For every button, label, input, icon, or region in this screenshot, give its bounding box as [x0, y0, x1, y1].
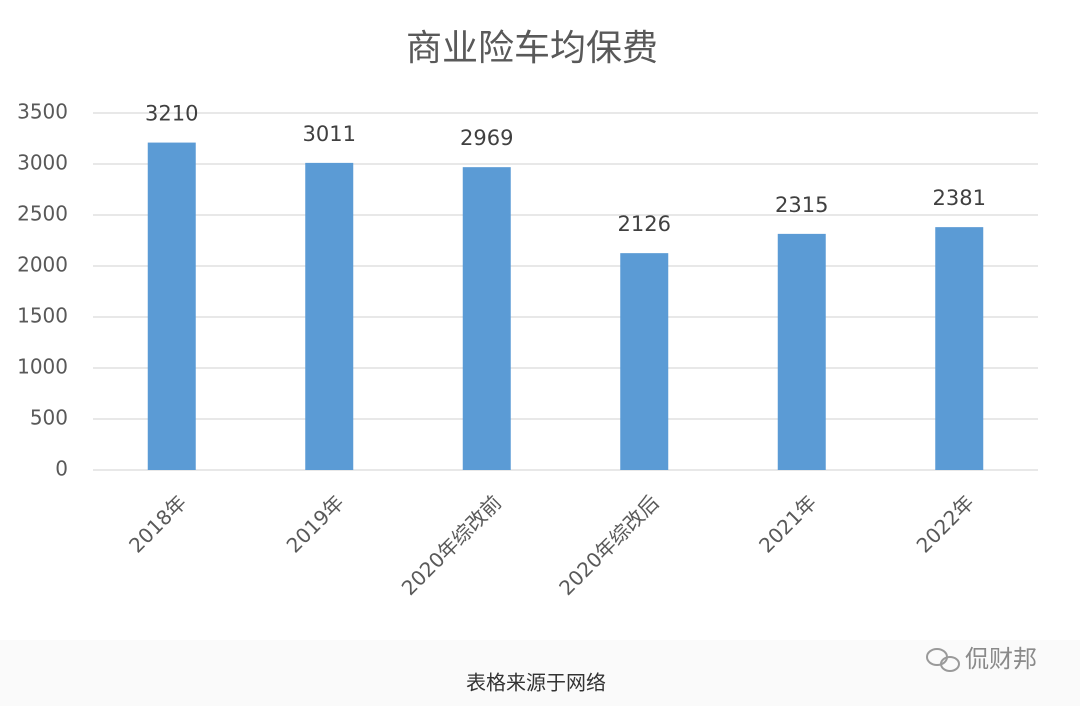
value-label: 3011 [303, 122, 356, 146]
y-tick-label: 2500 [17, 202, 68, 226]
watermark: 侃财邦 [965, 645, 1037, 673]
bar [462, 167, 511, 471]
y-tick-label: 1500 [17, 304, 68, 328]
y-tick-label: 3500 [17, 100, 68, 124]
chart-title: 商业险车均保费 [406, 28, 658, 69]
watermark-icon [926, 648, 960, 672]
bar [777, 233, 826, 470]
y-tick-label: 3000 [17, 151, 68, 175]
value-label: 2381 [933, 186, 986, 210]
bar [620, 253, 669, 470]
y-tick-label: 1000 [17, 355, 68, 379]
y-tick-label: 2000 [17, 253, 68, 277]
caption: 表格来源于网络 [466, 671, 606, 695]
bar [147, 142, 196, 470]
value-label: 2126 [618, 212, 671, 236]
value-label: 2969 [460, 126, 513, 150]
y-tick-label: 0 [55, 457, 68, 481]
y-tick-label: 500 [30, 406, 68, 430]
value-label: 2315 [775, 193, 828, 217]
footer-panel [0, 640, 1080, 706]
bar [935, 227, 984, 470]
value-label: 3210 [145, 102, 198, 126]
bar [305, 162, 354, 471]
